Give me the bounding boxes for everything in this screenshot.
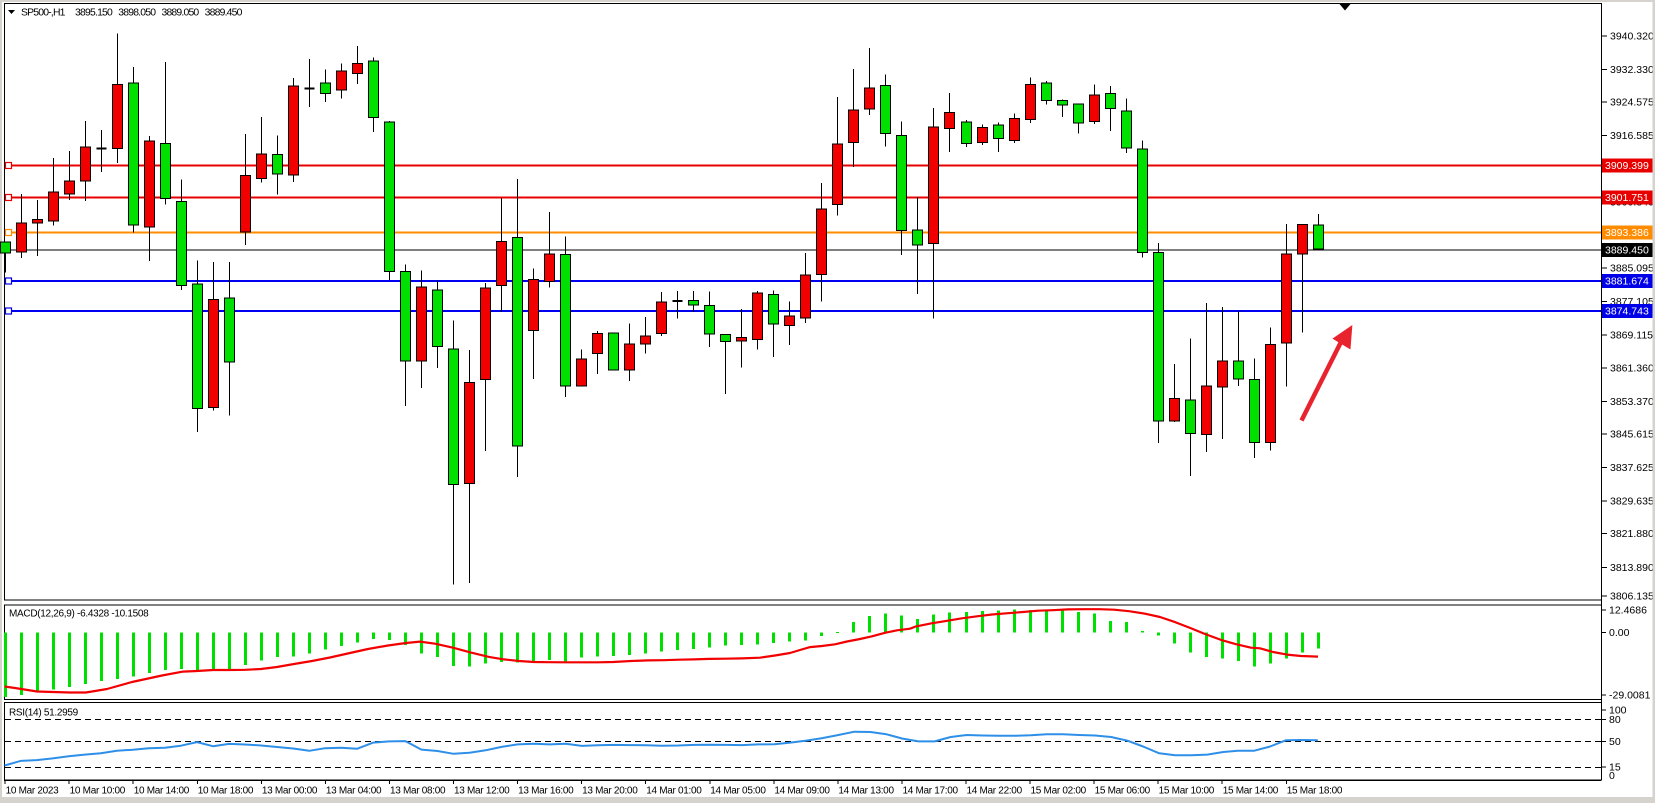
svg-text:3861.360: 3861.360 [1610, 362, 1654, 374]
svg-text:12.4686: 12.4686 [1609, 605, 1647, 617]
svg-text:3940.320: 3940.320 [1610, 30, 1654, 42]
svg-text:15 Mar 18:00: 15 Mar 18:00 [1287, 786, 1343, 797]
svg-text:3932.330: 3932.330 [1610, 64, 1654, 76]
svg-text:10 Mar 14:00: 10 Mar 14:00 [134, 786, 190, 797]
svg-text:0: 0 [1609, 770, 1615, 782]
svg-text:50: 50 [1609, 736, 1621, 748]
svg-text:3889.450: 3889.450 [1605, 245, 1649, 257]
svg-text:80: 80 [1609, 714, 1621, 726]
svg-text:13 Mar 08:00: 13 Mar 08:00 [390, 786, 446, 797]
svg-text:3829.635: 3829.635 [1610, 496, 1654, 508]
svg-text:100: 100 [1609, 705, 1627, 717]
svg-text:3874.743: 3874.743 [1605, 306, 1649, 318]
svg-text:10 Mar 18:00: 10 Mar 18:00 [198, 786, 254, 797]
svg-text:RSI(14) 51.2959: RSI(14) 51.2959 [9, 708, 79, 719]
svg-text:3885.095: 3885.095 [1610, 263, 1654, 275]
svg-text:14 Mar 05:00: 14 Mar 05:00 [710, 786, 766, 797]
svg-text:0.00: 0.00 [1609, 627, 1630, 639]
svg-text:3869.115: 3869.115 [1610, 330, 1653, 342]
svg-text:14 Mar 13:00: 14 Mar 13:00 [838, 786, 894, 797]
svg-text:13 Mar 20:00: 13 Mar 20:00 [582, 786, 638, 797]
svg-text:14 Mar 01:00: 14 Mar 01:00 [646, 786, 702, 797]
svg-text:13 Mar 12:00: 13 Mar 12:00 [454, 786, 510, 797]
svg-text:3837.625: 3837.625 [1610, 462, 1654, 474]
svg-text:3893.386: 3893.386 [1605, 227, 1649, 239]
svg-text:3901.751: 3901.751 [1605, 192, 1649, 204]
svg-text:3853.370: 3853.370 [1610, 396, 1654, 408]
svg-text:13 Mar 16:00: 13 Mar 16:00 [518, 786, 574, 797]
svg-text:10 Mar 2023: 10 Mar 2023 [6, 786, 60, 797]
svg-text:15 Mar 02:00: 15 Mar 02:00 [1031, 786, 1087, 797]
svg-text:SP500-,H1 3895.150 3898.: SP500-,H1 3895.150 3898.050 3889.050 388… [21, 7, 243, 18]
svg-text:-29.0081: -29.0081 [1609, 690, 1651, 702]
svg-text:14 Mar 09:00: 14 Mar 09:00 [774, 786, 830, 797]
svg-text:15 Mar 10:00: 15 Mar 10:00 [1159, 786, 1215, 797]
svg-text:15 Mar 06:00: 15 Mar 06:00 [1095, 786, 1151, 797]
svg-text:3909.399: 3909.399 [1605, 160, 1649, 172]
svg-text:14 Mar 17:00: 14 Mar 17:00 [902, 786, 958, 797]
svg-text:13 Mar 00:00: 13 Mar 00:00 [262, 786, 318, 797]
svg-text:15: 15 [1609, 762, 1621, 774]
svg-text:MACD(12,26,9) -6.4328 -10.1508: MACD(12,26,9) -6.4328 -10.1508 [9, 609, 149, 620]
svg-text:3845.615: 3845.615 [1610, 428, 1654, 440]
svg-text:3924.575: 3924.575 [1610, 97, 1654, 109]
svg-text:3881.674: 3881.674 [1605, 276, 1649, 288]
svg-text:3813.890: 3813.890 [1610, 562, 1654, 574]
svg-text:13 Mar 04:00: 13 Mar 04:00 [326, 786, 382, 797]
svg-text:3821.880: 3821.880 [1610, 528, 1654, 540]
svg-text:15 Mar 14:00: 15 Mar 14:00 [1223, 786, 1279, 797]
svg-text:3916.585: 3916.585 [1610, 130, 1654, 142]
svg-text:10 Mar 10:00: 10 Mar 10:00 [70, 786, 126, 797]
svg-text:14 Mar 22:00: 14 Mar 22:00 [967, 786, 1023, 797]
svg-text:3806.135: 3806.135 [1610, 591, 1654, 603]
